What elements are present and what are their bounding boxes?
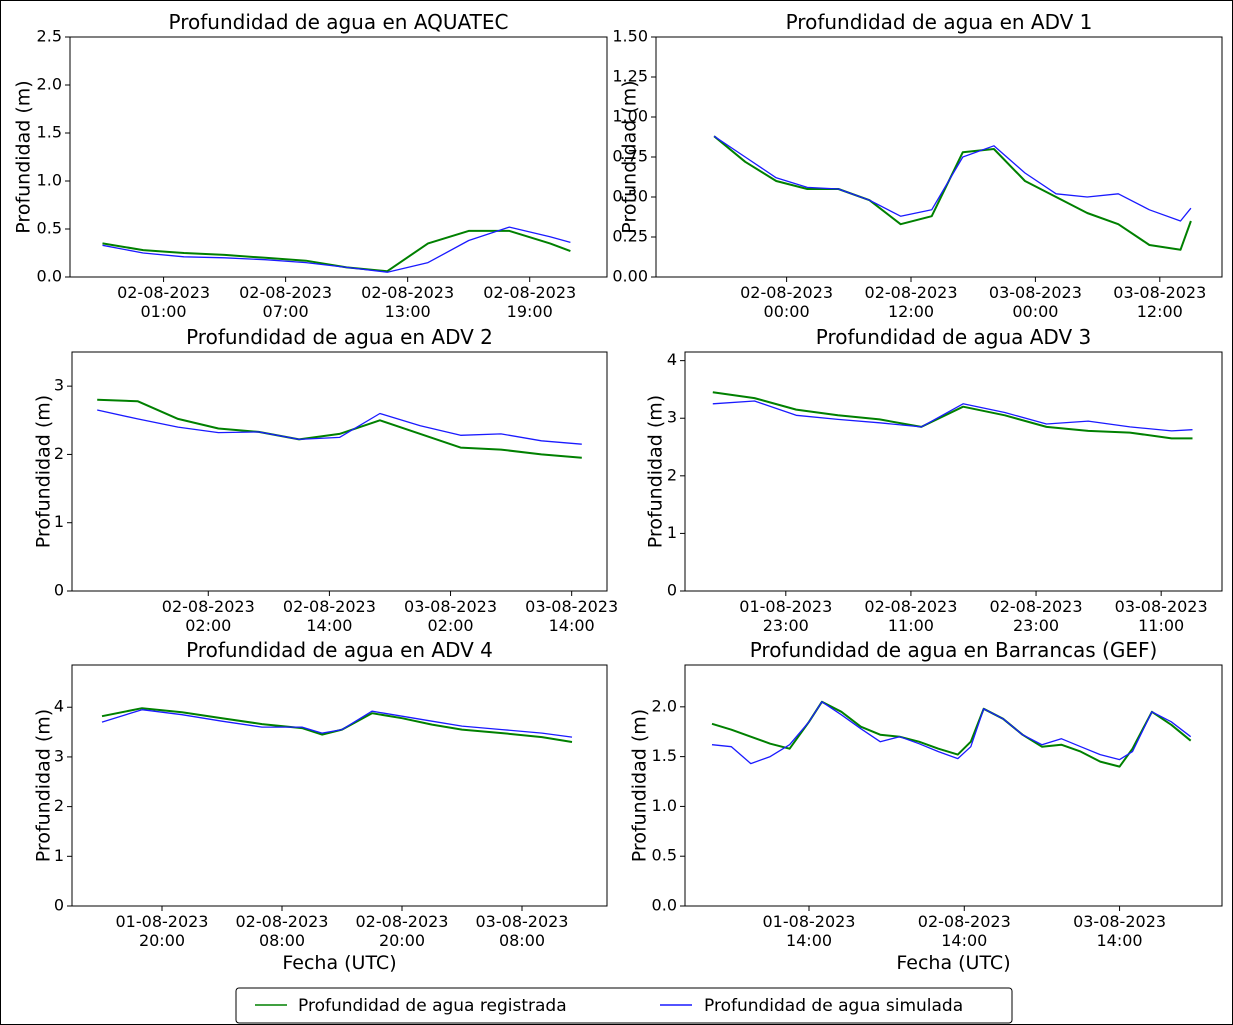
subplot-title: Profundidad de agua en AQUATEC — [169, 10, 509, 34]
y-tick-label: 4 — [667, 350, 677, 369]
y-tick-label: 1 — [54, 512, 64, 531]
x-tick-label: 03-08-2023 00:00 — [989, 283, 1082, 321]
series-line — [711, 701, 1192, 765]
x-tick-label: 02-08-2023 23:00 — [990, 597, 1083, 635]
y-tick-label: 1.5 — [652, 746, 677, 765]
y-tick-label: 0.5 — [37, 219, 62, 238]
y-tick-label: 0.50 — [612, 187, 648, 206]
y-tick-label: 0.5 — [652, 846, 677, 865]
y-tick-label: 0 — [667, 581, 677, 600]
y-tick-label: 0.75 — [612, 147, 648, 166]
x-axis-label: Fecha (UTC) — [282, 952, 396, 974]
y-axis-label: Profundidad (m) — [629, 709, 651, 862]
y-tick-label: 1.25 — [612, 67, 648, 86]
legend: Profundidad de agua registrada Profundid… — [235, 987, 1013, 1024]
x-tick-label: 01-08-2023 23:00 — [739, 597, 832, 635]
y-tick-label: 1.00 — [612, 107, 648, 126]
y-axis-label: Profundidad (m) — [13, 80, 35, 233]
y-tick-label: 2 — [54, 796, 64, 815]
x-tick-label: 02-08-2023 14:00 — [918, 912, 1011, 950]
x-tick-label: 02-08-2023 08:00 — [236, 912, 329, 950]
x-tick-label: 03-08-2023 14:00 — [1073, 912, 1166, 950]
y-tick-label: 1 — [54, 846, 64, 865]
subplot: Profundidad de agua en ADV 4 Profundidad … — [33, 638, 608, 974]
subplot-title: Profundidad de agua en Barrancas (GEF) — [750, 638, 1158, 662]
y-tick-label: 3 — [667, 408, 677, 427]
subplot-title: Profundidad de agua ADV 3 — [816, 325, 1091, 349]
subplot: Profundidad de agua en Barrancas (GEF) Pr… — [629, 638, 1223, 974]
y-tick-label: 0 — [54, 581, 64, 600]
y-tick-label: 1.5 — [37, 123, 62, 142]
x-tick-label: 03-08-2023 02:00 — [404, 597, 497, 635]
x-tick-label: 03-08-2023 14:00 — [525, 597, 618, 635]
subplot-title: Profundidad de agua en ADV 2 — [186, 325, 493, 349]
x-tick-label: 02-08-2023 07:00 — [239, 283, 332, 321]
subplot-title: Profundidad de agua en ADV 4 — [186, 638, 493, 662]
x-tick-label: 02-08-2023 12:00 — [865, 283, 958, 321]
subplot: Profundidad de agua en ADV 2 Profundidad … — [33, 325, 619, 635]
subplot-title: Profundidad de agua en ADV 1 — [786, 10, 1093, 34]
y-tick-label: 2 — [54, 444, 64, 463]
plot-frame — [69, 36, 608, 278]
x-tick-label: 02-08-2023 01:00 — [117, 283, 210, 321]
y-tick-label: 1.0 — [37, 171, 62, 190]
subplot: Profundidad de agua en AQUATEC Profundida… — [13, 10, 608, 321]
x-tick-label: 03-08-2023 11:00 — [1115, 597, 1208, 635]
series-line — [713, 135, 1192, 251]
subplot: Profundidad de agua en ADV 1 Profundidad … — [612, 10, 1223, 321]
series-line — [711, 700, 1192, 768]
legend-label: Profundidad de agua registrada — [298, 996, 567, 1016]
x-tick-label: 02-08-2023 11:00 — [864, 597, 957, 635]
x-tick-label: 03-08-2023 08:00 — [476, 912, 569, 950]
legend-box — [235, 987, 1013, 1024]
y-tick-label: 2.0 — [37, 75, 62, 94]
series-line — [713, 135, 1192, 222]
y-tick-label: 2 — [667, 465, 677, 484]
y-tick-label: 3 — [54, 746, 64, 765]
y-tick-label: 2.0 — [652, 696, 677, 715]
x-tick-label: 02-08-2023 02:00 — [162, 597, 255, 635]
x-tick-label: 02-08-2023 13:00 — [361, 283, 454, 321]
y-axis-label: Profundidad (m) — [645, 395, 667, 548]
plot-frame — [71, 664, 608, 907]
x-tick-label: 03-08-2023 12:00 — [1113, 283, 1206, 321]
y-tick-label: 0.0 — [37, 267, 62, 286]
y-tick-label: 0.00 — [612, 267, 648, 286]
plot-frame — [655, 36, 1223, 278]
legend-label: Profundidad de agua simulada — [704, 996, 963, 1016]
y-tick-label: 4 — [54, 697, 64, 716]
series-line — [97, 409, 582, 445]
series-line — [97, 398, 582, 459]
y-tick-label: 0 — [54, 896, 64, 915]
series-line — [102, 226, 571, 273]
y-tick-label: 3 — [54, 376, 64, 395]
series-line — [712, 391, 1193, 440]
y-tick-label: 0.25 — [612, 227, 648, 246]
series-line — [712, 400, 1193, 432]
y-axis-label: Profundidad (m) — [619, 80, 641, 233]
y-tick-label: 0.0 — [652, 896, 677, 915]
y-axis-label: Profundidad (m) — [33, 709, 55, 862]
x-tick-label: 02-08-2023 14:00 — [283, 597, 376, 635]
subplot: Profundidad de agua ADV 3 Profundidad (m)… — [645, 325, 1223, 635]
x-tick-label: 01-08-2023 14:00 — [763, 912, 856, 950]
x-tick-label: 02-08-2023 00:00 — [740, 283, 833, 321]
y-tick-label: 1 — [667, 523, 677, 542]
plot-frame — [71, 351, 608, 592]
series-line — [101, 709, 573, 738]
y-tick-label: 1.50 — [612, 27, 648, 46]
x-tick-label: 02-08-2023 20:00 — [356, 912, 449, 950]
x-tick-label: 01-08-2023 20:00 — [116, 912, 209, 950]
x-axis-label: Fecha (UTC) — [896, 952, 1010, 974]
plot-frame — [684, 351, 1223, 592]
y-axis-label: Profundidad (m) — [33, 395, 55, 548]
x-tick-label: 02-08-2023 19:00 — [483, 283, 576, 321]
y-tick-label: 1.0 — [652, 796, 677, 815]
plot-frame — [684, 664, 1223, 907]
y-tick-label: 2.5 — [37, 27, 62, 46]
